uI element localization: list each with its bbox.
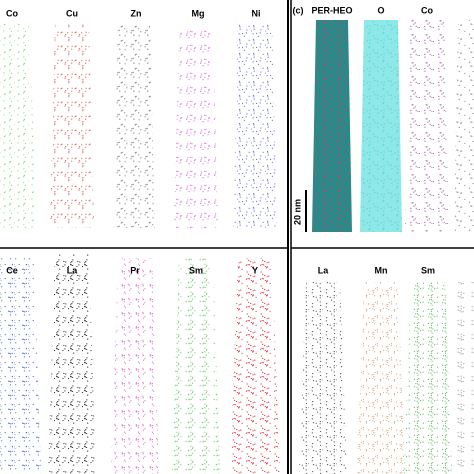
atom-map-column [360,20,402,232]
atom-map-column [454,20,474,232]
element-label: La [67,265,78,275]
element-label: Mn [375,265,388,275]
element-label: Y [252,265,258,275]
element-label: Sm [189,265,203,275]
atom-maps [0,20,474,474]
atom-map-column [404,282,452,474]
element-label: Ni [252,8,261,18]
atom-map-column [299,282,347,474]
element-label: Sm [421,265,435,275]
atom-map-column [452,282,474,474]
element-label: Zn [131,8,142,18]
atom-map-column [233,24,277,228]
element-label: Ce [6,265,18,275]
element-label: Cu [66,8,78,18]
atom-map-column [111,258,159,474]
element-label: O [377,5,384,15]
atom-map-column [172,258,220,474]
element-label: Mg [192,8,205,18]
panel-label: (c) [293,5,304,15]
element-label: Co [421,5,433,15]
atom-map-column [405,20,449,232]
atom-map-column [312,20,352,232]
atom-map-column [357,282,405,474]
atom-map-column [230,258,280,474]
atom-map-column [113,24,155,228]
atom-map-column [48,254,96,474]
atom-map-column [0,258,41,474]
scale-bar-label: 20 nm [292,199,302,225]
atom-map-column [0,24,36,230]
atom-map-column [174,24,218,228]
element-label: Co [6,8,18,18]
element-label: PER-HEO [311,5,352,15]
element-label: Pr [130,265,140,275]
element-label: La [318,265,329,275]
atom-map-column [50,24,94,228]
